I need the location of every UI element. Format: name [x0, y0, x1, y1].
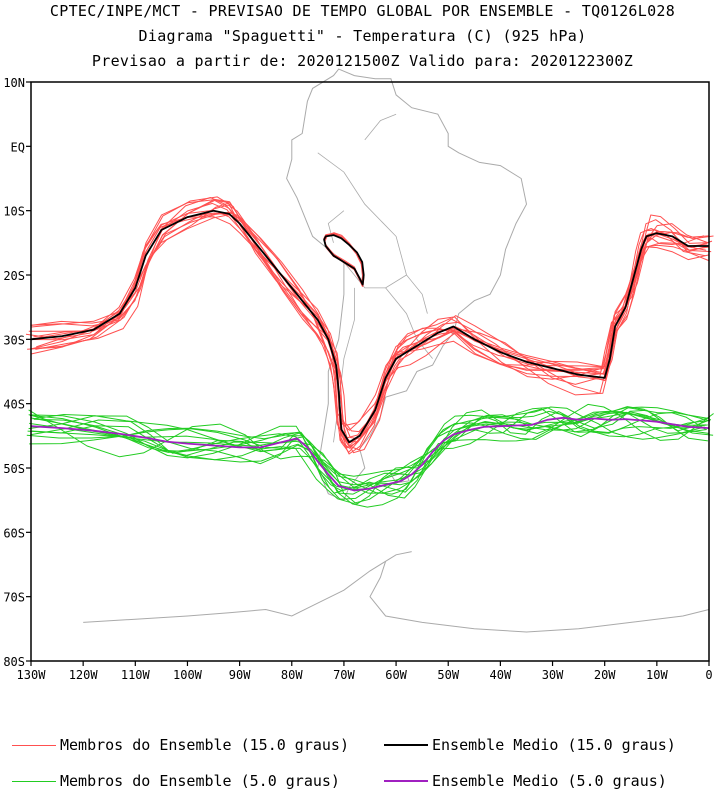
coastline-map: [83, 68, 710, 633]
country-border: [385, 287, 433, 359]
member-15-line: [25, 202, 705, 433]
member-15-line: [30, 199, 710, 431]
x-tick-label: 130W: [17, 668, 47, 682]
x-tick-label: 60W: [385, 668, 407, 682]
coastline-antarctica: [83, 551, 412, 623]
legend-label-members-5: Membros do Ensemble (5.0 graus): [60, 772, 340, 790]
member-5-line: [31, 411, 709, 486]
series-mean-5: [30, 416, 710, 492]
x-tick-label: 110W: [121, 668, 151, 682]
member-5-line: [30, 407, 711, 500]
x-tick-label: 0: [705, 668, 712, 682]
y-tick-label: 70S: [3, 591, 25, 605]
members-5-group: [26, 403, 714, 508]
member-15-line: [30, 199, 708, 440]
y-tick-label: 10N: [3, 76, 25, 90]
country-border: [327, 210, 345, 243]
x-tick-label: 40W: [490, 668, 512, 682]
country-border: [364, 113, 397, 141]
coastline-antarctica-east: [369, 561, 710, 633]
member-5-line: [28, 410, 709, 494]
member-15-line: [27, 196, 713, 426]
y-tick-label: 60S: [3, 526, 25, 540]
chart-title-line-3: Previsao a partir de: 2020121500Z Valido…: [91, 52, 634, 70]
country-border: [317, 152, 428, 314]
y-tick-label: 80S: [3, 655, 25, 669]
member-15-line: [30, 209, 710, 447]
x-tick-label: 10W: [646, 668, 668, 682]
x-tick-label: 90W: [229, 668, 251, 682]
y-tick-label: 30S: [3, 333, 25, 347]
legend-swatch-black-line: [384, 744, 428, 746]
member-15-line: [36, 204, 706, 443]
y-tick-label: 40S: [3, 398, 25, 412]
coastline-south-america: [286, 68, 528, 501]
member-15-line: [35, 197, 709, 454]
ensemble-means-group: [30, 209, 710, 492]
legend-label-mean-5: Ensemble Medio (5.0 graus): [432, 772, 667, 790]
y-tick-label: 50S: [3, 462, 25, 476]
chart-title-line-1: CPTEC/INPE/MCT - PREVISAO DE TEMPO GLOBA…: [49, 2, 676, 20]
chart-title-line-2: Diagrama "Spaguetti" - Temperatura (C) (…: [138, 27, 587, 45]
plot-frame: [30, 81, 710, 662]
legend-label-members-15: Membros do Ensemble (15.0 graus): [60, 736, 349, 754]
x-tick-label: 70W: [333, 668, 355, 682]
members-15-group: [25, 196, 714, 455]
legend-item-mean-5: Ensemble Medio (5.0 graus): [384, 772, 667, 790]
y-tick-label: 20S: [3, 269, 25, 283]
legend-label-mean-15: Ensemble Medio (15.0 graus): [432, 736, 676, 754]
x-tick-label: 30W: [542, 668, 564, 682]
legend-swatch-purple-line: [384, 780, 428, 782]
x-tick-label: 20W: [594, 668, 616, 682]
y-tick-label: EQ: [11, 140, 25, 154]
y-tick-label: 10S: [3, 205, 25, 219]
x-tick-label: 50W: [437, 668, 459, 682]
series-mean-15: [30, 209, 709, 444]
member-5-line: [28, 407, 707, 499]
x-tick-label: 100W: [173, 668, 203, 682]
member-5-line: [32, 414, 708, 504]
x-tick-label: 80W: [281, 668, 303, 682]
series-mean-15: [323, 234, 365, 286]
x-tick-label: 120W: [69, 668, 99, 682]
legend-item-members-15: Membros do Ensemble (15.0 graus): [12, 736, 349, 754]
axes-group: 130W 120W 110W 100W 90W 80W 70W 60W 50W 40W 30W 20W…: [3, 76, 712, 682]
legend-swatch-green-line: [12, 780, 56, 782]
member-5-line: [27, 409, 712, 494]
member-5-line: [30, 406, 709, 477]
legend-item-members-5: Membros do Ensemble (5.0 graus): [12, 772, 340, 790]
legend-swatch-red-line: [12, 744, 56, 746]
legend-item-mean-15: Ensemble Medio (15.0 graus): [384, 736, 676, 754]
country-border: [343, 261, 407, 289]
